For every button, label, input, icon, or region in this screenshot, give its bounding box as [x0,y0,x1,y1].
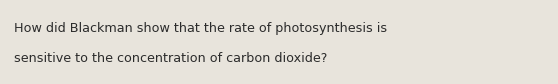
Text: sensitive to the concentration of carbon dioxide?: sensitive to the concentration of carbon… [14,52,328,65]
Text: How did Blackman show that the rate of photosynthesis is: How did Blackman show that the rate of p… [14,22,387,35]
